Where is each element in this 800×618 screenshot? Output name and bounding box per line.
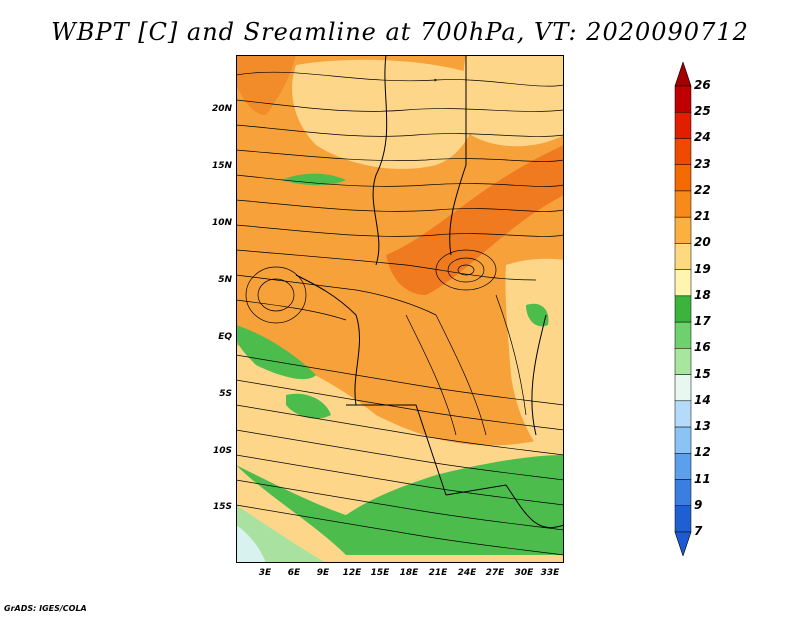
x-label-30e: 30E [514,568,534,578]
y-label-5n: 5N [218,275,232,285]
wbpt-region-green-east-small [526,303,549,327]
colorbar-segment [674,295,692,323]
y-label-10n: 10N [211,218,232,228]
colorbar-label: 17 [694,314,711,329]
y-label-eq: EQ [218,332,232,342]
wbpt-region-green-north [281,173,346,186]
chart-title: WBPT [C] and Sreamline at 700hPa, VT: 20… [51,18,749,46]
colorbar-label: 9 [694,497,703,512]
x-label-27e: 27E [485,568,505,578]
colorbar-segment [674,190,692,218]
colorbar-label: 20 [694,235,711,250]
colorbar-segment [674,111,692,139]
colorbar-label: 21 [694,209,711,224]
wbpt-region-green-spots [286,393,331,419]
y-label-15n: 15N [211,161,232,171]
y-label-10s: 10S [212,446,232,456]
x-label-3e: 3E [258,568,272,578]
colorbar-segment [674,505,692,533]
map-frame [236,55,564,563]
colorbar-bottom-triangle [674,531,692,556]
wbpt-region-cyan [236,525,266,563]
wbpt-region-green-west [236,325,316,380]
y-label-20n: 20N [211,104,232,114]
colorbar-segment [674,85,692,113]
colorbar [674,62,692,556]
wbpt-region-northeast-mild [462,55,564,147]
grads-credit: GrADS: IGES/COLA [4,604,87,613]
wbpt-region-north-mild [292,59,479,169]
colorbar-label: 25 [694,104,711,119]
wbpt-region-hot-band [386,145,564,295]
colorbar-label: 26 [694,78,711,92]
colorbar-label: 13 [694,419,711,434]
map-panel [236,55,564,563]
streamlines [236,71,564,556]
colorbar-segment [674,138,692,165]
x-label-33e: 33E [540,568,560,578]
colorbar-segment [674,426,692,454]
x-label-21e: 21E [428,568,448,578]
colorbar-label: 12 [694,445,711,460]
x-label-9e: 9E [316,568,330,578]
wbpt-region-green-south [236,455,564,555]
colorbar-label: 19 [694,261,711,276]
colorbar-label: 16 [694,340,711,355]
y-label-15s: 15S [212,502,232,512]
wbpt-region-hot-west [236,55,296,115]
colorbar-top-triangle [674,62,692,87]
x-label-15e: 15E [370,568,390,578]
colorbar-label: 11 [694,471,711,486]
colorbar-label: 7 [694,524,703,538]
y-label-5s: 5S [219,389,232,399]
colorbar-segment [674,348,692,375]
x-label-18e: 18E [399,568,419,578]
colorbar-segment [674,321,692,349]
colorbar-label: 14 [694,392,711,407]
colorbar-label: 24 [694,130,711,145]
colorbar-segment [674,164,692,192]
colorbar-label: 22 [694,182,711,197]
x-label-12e: 12E [342,568,362,578]
x-label-24e: 24E [457,568,477,578]
colorbar-label: 18 [694,287,711,302]
colorbar-segment [674,216,692,244]
colorbar-segment [674,374,692,402]
colorbar-segment [674,269,692,297]
colorbar-segment [674,243,692,270]
colorbar-segment [674,479,692,507]
colorbar-label: 23 [694,156,711,171]
x-label-6e: 6E [287,568,301,578]
colorbar-segment [674,400,692,428]
country-borders [295,55,564,529]
colorbar-segment [674,453,692,480]
colorbar-label: 15 [694,366,711,381]
